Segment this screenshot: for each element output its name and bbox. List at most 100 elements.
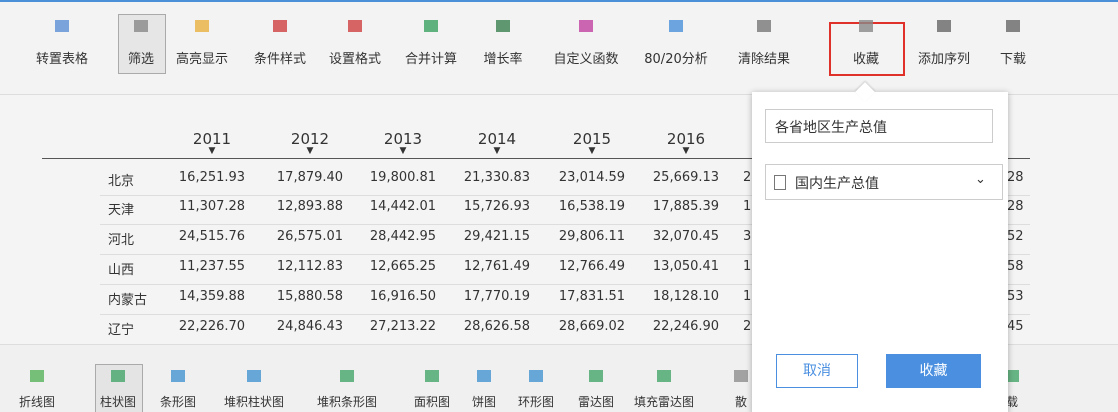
table-cell: 13,050.41 bbox=[652, 259, 720, 274]
table-cell: 27,213.22 bbox=[369, 319, 437, 334]
chart-type-button[interactable]: 柱状图 bbox=[99, 395, 137, 409]
tool-button[interactable]: 筛选 bbox=[127, 52, 155, 67]
chart-icon bbox=[340, 370, 354, 382]
table-cell: 28 bbox=[1007, 199, 1024, 214]
chart-icon bbox=[477, 370, 491, 382]
tool-button[interactable]: 清除结果 bbox=[737, 52, 791, 67]
table-cell: 28,442.95 bbox=[369, 229, 437, 244]
chart-type-button[interactable]: 堆积柱状图 bbox=[223, 395, 285, 409]
chart-type-button[interactable]: 条形图 bbox=[159, 395, 197, 409]
cancel-button[interactable]: 取消 bbox=[776, 354, 858, 388]
name-input[interactable] bbox=[765, 109, 993, 143]
chart-type-button[interactable]: 填充雷达图 bbox=[633, 395, 695, 409]
table-cell: 12,112.83 bbox=[276, 259, 344, 274]
name-input-text: 各省地区生产总值 bbox=[775, 120, 887, 136]
row-line bbox=[100, 254, 1030, 255]
table-cell: 15,880.58 bbox=[276, 289, 344, 304]
chart-icon bbox=[589, 370, 603, 382]
table-cell: 22,246.90 bbox=[652, 319, 720, 334]
table-cell: 天津 bbox=[108, 203, 135, 218]
chart-type-button[interactable]: 堆积条形图 bbox=[316, 395, 378, 409]
tool-button[interactable]: 收藏 bbox=[852, 52, 880, 67]
table-cell: 58 bbox=[1007, 259, 1024, 274]
table-cell: 23,014.59 bbox=[558, 170, 626, 185]
select-icon bbox=[774, 175, 786, 190]
row-line bbox=[100, 314, 1030, 315]
tool-icon bbox=[134, 20, 148, 32]
table-cell: 26,575.01 bbox=[276, 229, 344, 244]
table-cell: 19,800.81 bbox=[369, 170, 437, 185]
column-header[interactable]: 2014 bbox=[477, 130, 517, 148]
column-header[interactable]: 2013 bbox=[383, 130, 423, 148]
table-cell: 北京 bbox=[108, 174, 135, 189]
tool-button[interactable]: 增长率 bbox=[483, 52, 523, 67]
tool-button[interactable]: 转置表格 bbox=[35, 52, 89, 67]
table-cell: 24,515.76 bbox=[178, 229, 246, 244]
table-cell: 16,538.19 bbox=[558, 199, 626, 214]
tool-button[interactable]: 高亮显示 bbox=[175, 52, 229, 67]
table-cell: 1 bbox=[743, 289, 752, 304]
tool-icon bbox=[195, 20, 209, 32]
tool-icon bbox=[273, 20, 287, 32]
table-cell: 12,761.49 bbox=[463, 259, 531, 274]
sort-arrow: ▼ bbox=[682, 146, 690, 156]
tool-button[interactable]: 条件样式 bbox=[253, 52, 307, 67]
confirm-button[interactable]: 收藏 bbox=[886, 354, 981, 388]
table-cell: 17,885.39 bbox=[652, 199, 720, 214]
table-cell: 11,307.28 bbox=[178, 199, 246, 214]
chart-type-button[interactable]: 饼图 bbox=[471, 395, 497, 409]
chart-type-button[interactable]: 面积图 bbox=[413, 395, 451, 409]
series-select-text: 国内生产总值 bbox=[795, 176, 879, 192]
tool-button[interactable]: 添加序列 bbox=[917, 52, 971, 67]
chart-type-button[interactable]: 环形图 bbox=[517, 395, 555, 409]
table-cell: 53 bbox=[1007, 289, 1024, 304]
tool-button[interactable]: 设置格式 bbox=[328, 52, 382, 67]
chart-type-button[interactable]: 载 bbox=[1005, 395, 1019, 409]
table-cell: 32,070.45 bbox=[652, 229, 720, 244]
row-line bbox=[100, 195, 1030, 196]
chart-type-button[interactable]: 雷达图 bbox=[577, 395, 615, 409]
table-cell: 22,226.70 bbox=[178, 319, 246, 334]
table-cell: 河北 bbox=[108, 233, 135, 248]
table-cell: 15,726.93 bbox=[463, 199, 531, 214]
table-cell: 2 bbox=[743, 319, 752, 334]
column-header[interactable]: 2015 bbox=[572, 130, 612, 148]
tool-icon bbox=[859, 20, 873, 32]
chart-type-button[interactable]: 折线图 bbox=[18, 395, 56, 409]
table-cell: 1 bbox=[743, 259, 752, 274]
tool-button[interactable]: 合并计算 bbox=[404, 52, 458, 67]
table-cell: 2 bbox=[743, 170, 752, 185]
row-line bbox=[100, 344, 1030, 345]
table-cell: 12,766.49 bbox=[558, 259, 626, 274]
table-cell: 14,359.88 bbox=[178, 289, 246, 304]
tool-icon bbox=[579, 20, 593, 32]
table-cell: 17,770.19 bbox=[463, 289, 531, 304]
column-header[interactable]: 2011 bbox=[192, 130, 232, 148]
chart-icon bbox=[1005, 370, 1019, 382]
toolbar bbox=[0, 2, 1118, 95]
tool-icon bbox=[424, 20, 438, 32]
tool-button[interactable]: 自定义函数 bbox=[553, 52, 619, 67]
table-cell: 16,251.93 bbox=[178, 170, 246, 185]
sort-arrow: ▼ bbox=[588, 146, 596, 156]
tool-icon bbox=[937, 20, 951, 32]
sort-arrow: ▼ bbox=[306, 146, 314, 156]
tool-icon bbox=[55, 20, 69, 32]
chart-icon bbox=[30, 370, 44, 382]
chart-type-button[interactable]: 散 bbox=[734, 395, 748, 409]
column-header[interactable]: 2016 bbox=[666, 130, 706, 148]
tool-icon bbox=[496, 20, 510, 32]
tool-button[interactable]: 下载 bbox=[999, 52, 1027, 67]
table-cell: 17,831.51 bbox=[558, 289, 626, 304]
sort-arrow: ▼ bbox=[399, 146, 407, 156]
row-line bbox=[100, 224, 1030, 225]
table-cell: 11,237.55 bbox=[178, 259, 246, 274]
column-header[interactable]: 2012 bbox=[290, 130, 330, 148]
select-caret: ⌄ bbox=[975, 172, 986, 187]
series-select[interactable] bbox=[765, 164, 1003, 200]
sort-arrow: ▼ bbox=[493, 146, 501, 156]
tool-button[interactable]: 80/20分析 bbox=[644, 52, 708, 67]
table-cell: 21,330.83 bbox=[463, 170, 531, 185]
table-cell: 28,626.58 bbox=[463, 319, 531, 334]
